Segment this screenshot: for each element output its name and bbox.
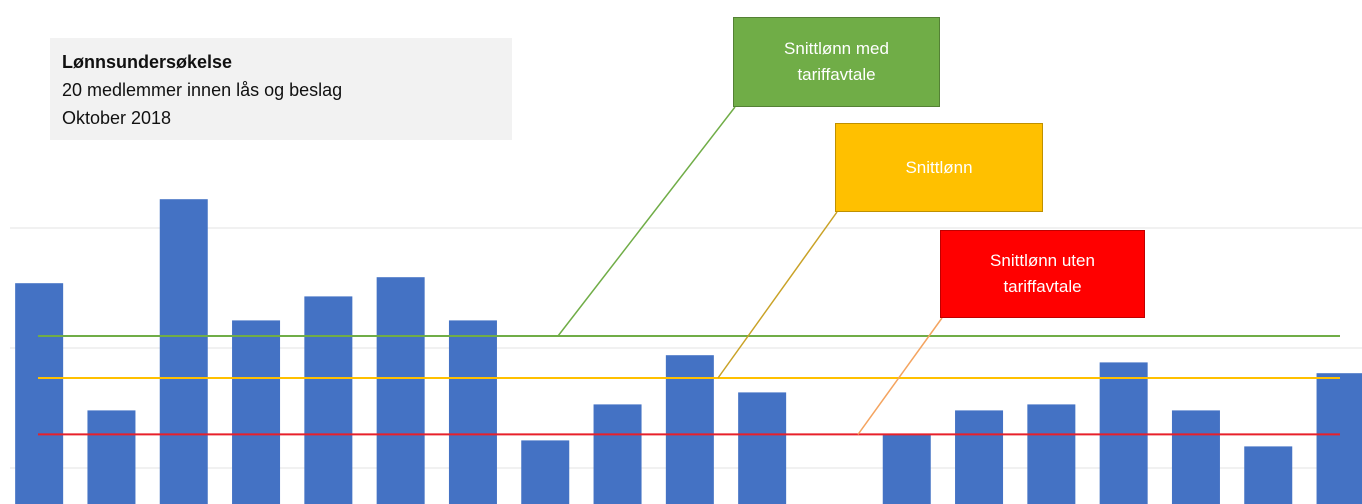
- subtitle: 20 medlemmer innen lås og beslag: [62, 80, 343, 100]
- bar: [593, 404, 642, 504]
- bar: [1316, 373, 1362, 504]
- bar: [882, 434, 931, 504]
- bar: [738, 392, 787, 504]
- info-box: Lønnsundersøkelse 20 medlemmer innen lås…: [50, 38, 512, 140]
- bar: [665, 355, 714, 504]
- bar: [1099, 362, 1148, 504]
- bar: [15, 283, 64, 504]
- callout-line: [557, 106, 736, 337]
- bar: [521, 440, 570, 504]
- subtitle: Oktober 2018: [62, 108, 172, 128]
- bar: [1027, 404, 1076, 504]
- reference-label: Snittlønn uten tariffavtale: [940, 230, 1145, 318]
- bar: [1171, 410, 1220, 504]
- callout-line: [857, 317, 943, 435]
- reference-label: Snittlønn: [835, 123, 1043, 212]
- callout-line: [717, 211, 838, 379]
- reference-label: Snittlønn med tariffavtale: [733, 17, 940, 107]
- bar: [955, 410, 1004, 504]
- bar: [304, 296, 353, 504]
- bar: [448, 320, 497, 504]
- chart-title: Lønnsundersøkelse: [62, 52, 233, 72]
- bar: [1244, 446, 1293, 504]
- bar: [232, 320, 281, 504]
- bar: [87, 410, 136, 504]
- bar: [159, 199, 208, 504]
- bar: [376, 277, 425, 504]
